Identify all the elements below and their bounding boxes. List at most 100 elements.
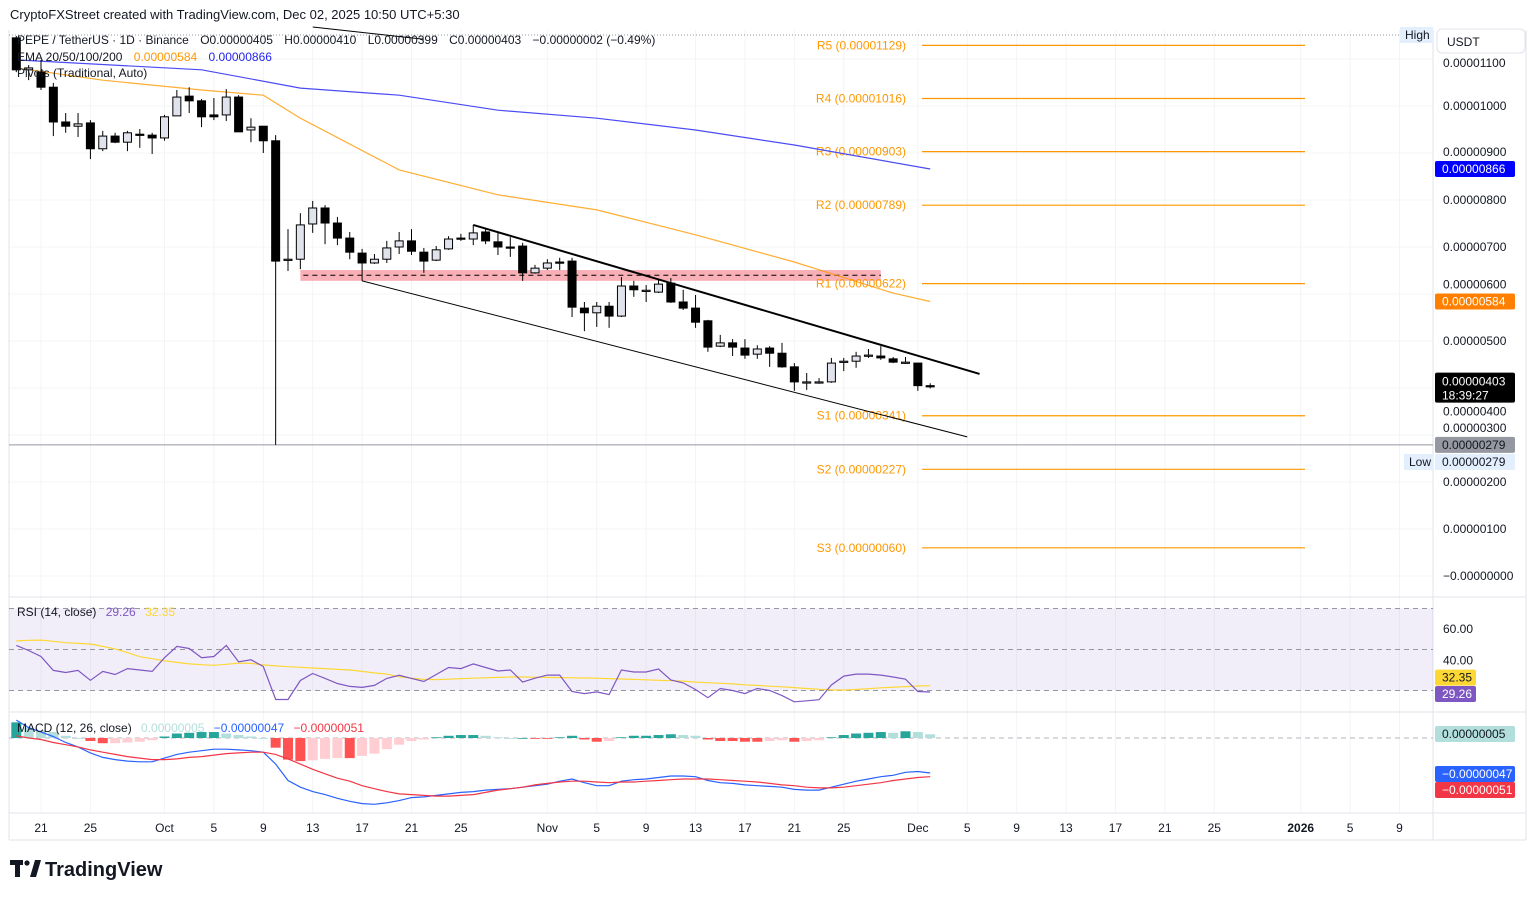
candle[interactable]	[629, 280, 639, 297]
pivot-label: R4 (0.00001016)	[816, 91, 906, 105]
candle[interactable]	[913, 362, 923, 391]
candle[interactable]	[98, 130, 108, 152]
candle[interactable]	[48, 82, 58, 137]
candle[interactable]	[579, 301, 589, 332]
candle[interactable]	[444, 236, 454, 250]
tradingview-logo[interactable]: TradingView	[10, 859, 163, 881]
candle[interactable]	[431, 246, 441, 262]
candle[interactable]	[567, 257, 577, 318]
symbol-title: PEPE / TetherUS · 1D · Binance	[17, 33, 189, 47]
candle[interactable]	[555, 257, 565, 271]
candle[interactable]	[814, 378, 824, 384]
candle[interactable]	[24, 65, 34, 81]
candle[interactable]	[73, 113, 83, 138]
candle[interactable]	[715, 334, 725, 348]
candle[interactable]	[876, 346, 886, 360]
candle[interactable]	[678, 289, 688, 310]
candle[interactable]	[357, 248, 367, 281]
candle[interactable]	[419, 247, 429, 273]
candle[interactable]	[888, 356, 898, 364]
candle[interactable]	[666, 278, 676, 303]
candle[interactable]	[641, 285, 651, 302]
trendline	[361, 280, 968, 438]
last-price-badge-bg	[1435, 372, 1515, 403]
candle[interactable]	[271, 135, 281, 445]
candle[interactable]	[382, 240, 392, 263]
macd-histogram-bar	[184, 732, 195, 738]
candle[interactable]	[234, 95, 244, 133]
candle[interactable]	[802, 372, 812, 390]
macd-line	[15, 719, 931, 805]
candle[interactable]	[616, 277, 626, 318]
svg-text:MACD (12, 26, close) 0.0: MACD (12, 26, close) 0.00000005 −0.00000…	[17, 721, 364, 735]
candle[interactable]	[85, 120, 95, 160]
candle[interactable]	[901, 356, 910, 365]
candle[interactable]	[592, 301, 602, 327]
candle[interactable]	[604, 301, 614, 328]
candle[interactable]	[295, 213, 305, 270]
macd-title: MACD (12, 26, close)	[17, 721, 132, 735]
macd-signal-value: −0.00000051	[294, 721, 365, 735]
candle[interactable]	[122, 130, 132, 152]
macd-histogram-bar	[517, 738, 528, 739]
candle[interactable]	[654, 278, 663, 294]
candle[interactable]	[184, 87, 194, 114]
time-axis[interactable]: 21 25 Oct 5 9 13 17 21 25 Nov 5 9 13 17 21 25 Dec 5 9 13 17 2…	[34, 821, 1403, 835]
candle[interactable]	[308, 200, 318, 233]
rsi-tick-label: 40.00	[1443, 654, 1473, 668]
candle[interactable]	[394, 231, 404, 255]
macd-histogram-bar	[554, 737, 565, 739]
candle[interactable]	[160, 114, 169, 141]
candle[interactable]	[826, 357, 836, 383]
main-pane[interactable]: R5 (0.00001129) R4 (0.00001016) R3 (0.0000…	[9, 26, 1433, 555]
candle[interactable]	[789, 363, 799, 391]
candle[interactable]	[728, 339, 738, 357]
macd-pane[interactable]	[9, 719, 1433, 805]
rsi-pane[interactable]	[9, 608, 1433, 703]
currency-button[interactable]: USDT	[1436, 28, 1526, 54]
candle[interactable]	[345, 231, 355, 260]
candle[interactable]	[283, 229, 293, 271]
candle[interactable]	[209, 98, 219, 121]
candle[interactable]	[518, 242, 528, 281]
candle[interactable]	[765, 346, 775, 367]
candle[interactable]	[493, 232, 503, 255]
candle[interactable]	[740, 339, 750, 359]
candle[interactable]	[135, 129, 145, 148]
candle[interactable]	[221, 89, 231, 122]
candle[interactable]	[258, 125, 268, 153]
candle[interactable]	[542, 259, 552, 271]
candle[interactable]	[925, 383, 935, 389]
candle[interactable]	[172, 90, 182, 117]
candle[interactable]	[332, 216, 342, 246]
candle[interactable]	[147, 132, 157, 154]
candle[interactable]	[369, 254, 379, 264]
candle[interactable]	[468, 224, 478, 246]
candle[interactable]	[246, 118, 256, 143]
candle[interactable]	[61, 113, 71, 133]
candle[interactable]	[320, 205, 330, 245]
candle-body	[641, 289, 651, 292]
candle-body	[369, 258, 379, 264]
candle[interactable]	[407, 229, 416, 255]
candle[interactable]	[110, 132, 120, 144]
candle[interactable]	[691, 294, 701, 328]
candle[interactable]	[11, 35, 21, 73]
candle[interactable]	[36, 59, 46, 91]
candle[interactable]	[703, 319, 713, 352]
candle[interactable]	[839, 357, 849, 372]
candle[interactable]	[481, 228, 491, 245]
candle[interactable]	[530, 264, 540, 274]
candle[interactable]	[851, 351, 861, 368]
time-tick-label: 21	[405, 821, 419, 835]
candle-body	[246, 126, 256, 131]
candle[interactable]	[777, 342, 787, 368]
time-tick-label: Oct	[155, 821, 174, 835]
candle[interactable]	[197, 98, 207, 128]
candle[interactable]	[752, 345, 762, 359]
candle[interactable]	[456, 233, 466, 241]
candle[interactable]	[863, 348, 873, 358]
candle[interactable]	[505, 237, 515, 257]
